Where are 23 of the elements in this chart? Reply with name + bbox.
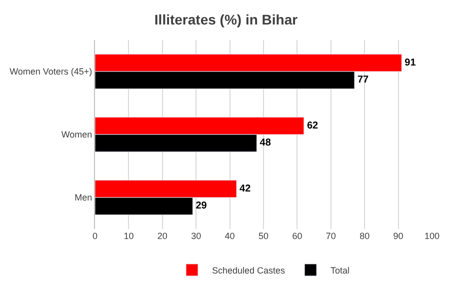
data-label: 62 [306,120,318,132]
legend-label: Total [330,265,350,276]
y-tick-label: Women Voters (45+) [10,66,92,77]
x-tick-label: 50 [258,231,269,241]
x-tick-label: 20 [157,231,168,241]
x-tick-label: 40 [224,231,235,241]
x-tick-label: 80 [360,231,370,241]
data-label: 77 [357,74,370,86]
y-tick-label: Men [74,192,92,203]
data-label: 91 [404,57,416,68]
chart-title: Illiterates (%) in Bihar [154,12,298,28]
data-label: 42 [240,183,252,194]
data-label: 48 [260,138,272,149]
x-tick-label: 70 [326,231,336,241]
data-label: 29 [196,200,208,212]
x-tick-label: 10 [124,231,134,241]
x-tick-label: 100 [424,231,440,241]
legend-label: Scheduled Castes [212,265,286,276]
x-tick-label: 30 [191,231,202,241]
x-tick-label: 90 [393,231,404,241]
x-tick-label: 60 [292,231,302,241]
y-tick-label: Women [61,130,92,140]
x-tick-label: 0 [92,231,98,241]
